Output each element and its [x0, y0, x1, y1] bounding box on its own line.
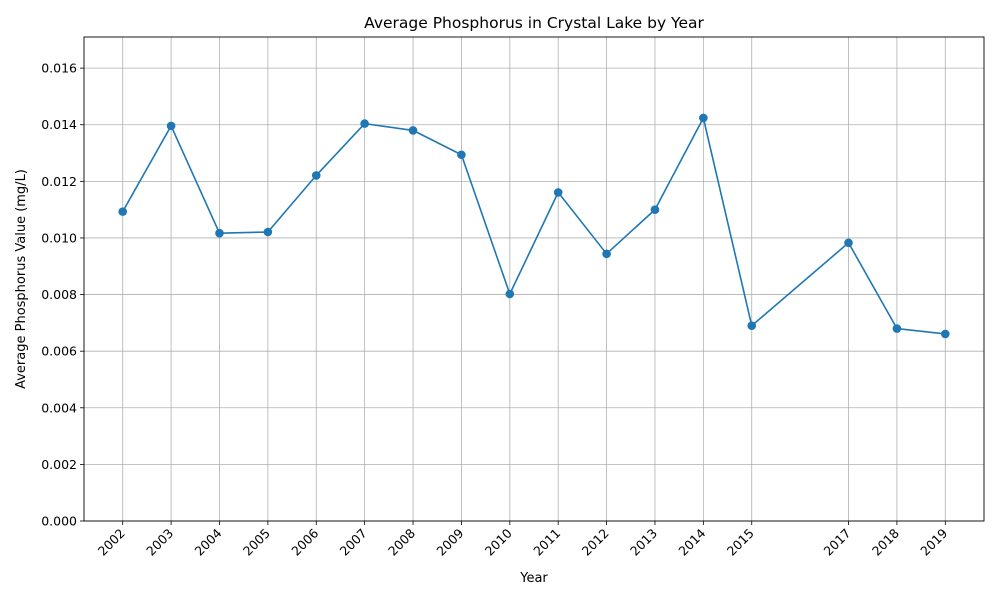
x-tick-label: 2006	[288, 525, 321, 558]
x-tick-label: 2003	[143, 526, 176, 559]
data-point	[553, 188, 563, 197]
data-point	[360, 119, 369, 128]
data-point	[505, 289, 515, 299]
x-tick-label: 2015	[724, 526, 757, 559]
y-tick-label: 0.008	[41, 287, 77, 302]
data-point	[457, 150, 466, 160]
x-tick-label: 2017	[821, 526, 854, 559]
y-tick-label: 0.012	[41, 174, 77, 189]
y-tick-label: 0.014	[41, 117, 77, 132]
x-tick-label: 2011	[530, 526, 563, 559]
data-point	[699, 113, 708, 123]
y-tick-label: 0.000	[41, 514, 77, 529]
plot-frame	[83, 36, 985, 522]
x-tick-label: 2012	[579, 526, 612, 559]
x-tick-label: 2007	[337, 526, 370, 559]
data-point	[215, 228, 224, 238]
series-line	[122, 117, 946, 335]
data-point	[166, 121, 176, 131]
data-point	[892, 324, 902, 333]
data-point	[311, 171, 321, 180]
y-axis-title: Average Phosphorus Value (mg/L)	[14, 169, 29, 389]
y-axis-ticks: 0.000 0.002 0.004 0.006 0.008 0.010 0.012 0.014…	[41, 61, 84, 529]
x-tick-label: 2005	[240, 526, 273, 559]
x-tick-label: 2004	[192, 525, 225, 558]
y-tick-label: 0.002	[41, 457, 77, 472]
data-point	[844, 238, 853, 248]
x-tick-label: 2018	[869, 525, 902, 558]
data-point	[263, 227, 273, 237]
x-axis-title: Year	[519, 571, 548, 586]
y-tick-label: 0.010	[41, 230, 77, 245]
chart-title: Average Phosphorus in Crystal Lake by Ye…	[364, 14, 704, 32]
y-tick-label: 0.004	[41, 400, 77, 415]
x-tick-label: 2014	[675, 525, 708, 558]
axes-frame	[83, 36, 985, 522]
data-point	[118, 207, 128, 216]
data-point	[408, 126, 418, 135]
x-tick-label: 2013	[627, 526, 660, 559]
grid-lines	[84, 37, 984, 522]
data-point	[650, 205, 660, 214]
data-point	[602, 249, 611, 259]
x-tick-label: 2019	[917, 525, 950, 558]
data-point	[747, 321, 757, 331]
x-tick-label: 2009	[433, 525, 466, 558]
x-axis-ticks: 2002 2003 2004 2005 2006 2007 2008 2009 2010 2011…	[95, 521, 950, 559]
data-point	[940, 329, 950, 339]
y-tick-label: 0.016	[41, 61, 77, 76]
data-point-layer	[118, 113, 950, 339]
x-tick-label: 2002	[95, 526, 128, 559]
x-tick-label: 2010	[482, 525, 515, 558]
x-tick-label: 2008	[385, 525, 418, 558]
series-line-layer	[122, 117, 946, 335]
y-tick-label: 0.006	[41, 344, 77, 359]
